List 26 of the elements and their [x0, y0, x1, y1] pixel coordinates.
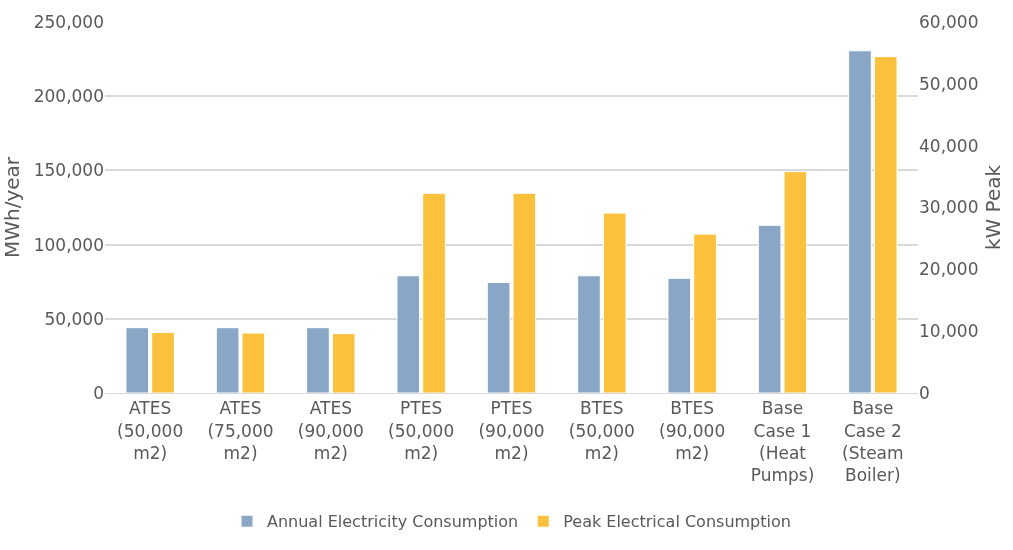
y2-axis-title: kW Peak [980, 164, 1005, 251]
x-tick-label: ATES (90,000 m2) [297, 398, 364, 463]
x-tick-label: ATES (75,000 m2) [207, 398, 274, 463]
y-tick-label: 50,000 [44, 308, 104, 329]
y2-tick-label: 60,000 [919, 11, 979, 32]
y2-tick-label: 30,000 [919, 197, 979, 218]
y-tick-label: 250,000 [33, 11, 104, 32]
legend-label: Annual Electricity Consumption [267, 512, 519, 532]
y2-tick-label: 0 [919, 382, 930, 403]
x-tick-label: BTES (50,000 m2) [568, 398, 635, 463]
y-tick-label: 100,000 [33, 234, 104, 255]
x-tick-label: Base Case 1 (Heat Pumps) [750, 398, 815, 485]
x-tick-label: ATES (50,000 m2) [117, 398, 184, 463]
x-tick-label: PTES (90,000 m2) [478, 398, 545, 463]
x-tick-label: PTES (50,000 m2) [388, 398, 455, 463]
y-tick-label: 150,000 [33, 160, 104, 181]
y2-tick-label: 50,000 [919, 73, 979, 94]
y2-tick-label: 20,000 [919, 259, 979, 280]
legend-label: Peak Electrical Consumption [563, 512, 791, 532]
x-tick-label: Base Case 2 (Steam Boiler) [842, 398, 904, 485]
y2-tick-label: 10,000 [919, 321, 979, 342]
y-tick-label: 200,000 [33, 86, 104, 107]
y2-tick-label: 40,000 [919, 135, 979, 156]
y-tick-label: 0 [93, 382, 104, 403]
x-tick-label: BTES (90,000 m2) [659, 398, 726, 463]
y-axis-title: MWh/year [0, 156, 25, 259]
